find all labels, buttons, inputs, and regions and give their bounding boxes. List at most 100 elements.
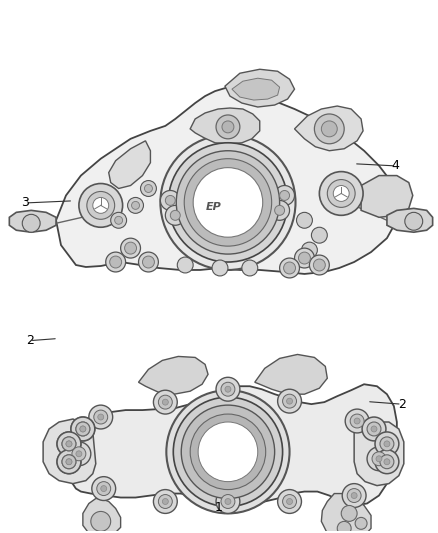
- Circle shape: [275, 205, 285, 215]
- Circle shape: [333, 185, 349, 201]
- Circle shape: [380, 455, 394, 469]
- Polygon shape: [387, 208, 433, 232]
- Circle shape: [278, 389, 301, 413]
- Text: 2: 2: [26, 334, 34, 347]
- Circle shape: [355, 518, 367, 529]
- Text: EP: EP: [206, 203, 222, 212]
- Polygon shape: [294, 106, 363, 151]
- Circle shape: [79, 183, 123, 227]
- Polygon shape: [361, 175, 413, 217]
- Circle shape: [115, 216, 123, 224]
- Circle shape: [225, 498, 231, 504]
- Circle shape: [66, 459, 72, 465]
- Circle shape: [216, 377, 240, 401]
- Circle shape: [321, 121, 337, 137]
- Circle shape: [184, 159, 272, 246]
- Circle shape: [367, 422, 381, 436]
- Circle shape: [221, 382, 235, 396]
- Text: 3: 3: [21, 197, 29, 209]
- Circle shape: [345, 409, 369, 433]
- Circle shape: [106, 252, 126, 272]
- Circle shape: [72, 447, 86, 461]
- Circle shape: [97, 482, 111, 496]
- Circle shape: [314, 259, 325, 271]
- Circle shape: [62, 437, 76, 451]
- Circle shape: [76, 422, 90, 436]
- Circle shape: [242, 260, 258, 276]
- Circle shape: [279, 258, 300, 278]
- Circle shape: [124, 242, 137, 254]
- Circle shape: [160, 135, 296, 270]
- Circle shape: [275, 185, 294, 205]
- Text: 2: 2: [398, 398, 406, 411]
- Circle shape: [71, 417, 95, 441]
- Circle shape: [270, 200, 290, 220]
- Circle shape: [159, 495, 172, 508]
- Circle shape: [286, 398, 293, 404]
- Circle shape: [162, 498, 168, 504]
- Circle shape: [384, 441, 390, 447]
- Text: 1: 1: [215, 501, 223, 514]
- Circle shape: [166, 390, 290, 513]
- Circle shape: [375, 450, 399, 474]
- Circle shape: [94, 410, 108, 424]
- Circle shape: [212, 260, 228, 276]
- Polygon shape: [354, 419, 404, 486]
- Circle shape: [170, 211, 180, 220]
- Circle shape: [311, 227, 327, 243]
- Circle shape: [181, 405, 275, 498]
- Circle shape: [314, 114, 344, 144]
- Circle shape: [298, 252, 311, 264]
- Circle shape: [62, 437, 76, 451]
- Circle shape: [127, 197, 144, 213]
- Circle shape: [66, 441, 72, 447]
- Circle shape: [89, 405, 113, 429]
- Circle shape: [297, 212, 312, 228]
- Polygon shape: [63, 384, 397, 505]
- Circle shape: [80, 426, 86, 432]
- Circle shape: [76, 451, 82, 457]
- Circle shape: [160, 190, 180, 211]
- Circle shape: [286, 498, 293, 504]
- Circle shape: [153, 390, 177, 414]
- Circle shape: [66, 441, 72, 447]
- Circle shape: [57, 432, 81, 456]
- Circle shape: [221, 495, 235, 508]
- Polygon shape: [225, 69, 294, 107]
- Circle shape: [92, 477, 116, 500]
- Circle shape: [319, 172, 363, 215]
- Circle shape: [87, 191, 115, 219]
- Circle shape: [76, 422, 90, 436]
- Circle shape: [362, 417, 386, 441]
- Circle shape: [342, 483, 366, 507]
- Circle shape: [111, 212, 127, 228]
- Circle shape: [62, 455, 76, 469]
- Circle shape: [216, 115, 240, 139]
- Circle shape: [371, 426, 377, 432]
- Circle shape: [101, 486, 107, 491]
- Circle shape: [278, 490, 301, 513]
- Circle shape: [216, 490, 240, 513]
- Circle shape: [67, 442, 91, 466]
- Circle shape: [193, 168, 263, 237]
- Circle shape: [372, 452, 386, 466]
- Circle shape: [80, 426, 86, 432]
- Polygon shape: [190, 108, 260, 144]
- Circle shape: [66, 459, 72, 465]
- Circle shape: [279, 190, 290, 200]
- Polygon shape: [138, 357, 208, 394]
- Circle shape: [138, 252, 159, 272]
- Circle shape: [173, 397, 283, 506]
- Circle shape: [190, 414, 266, 490]
- Circle shape: [110, 256, 122, 268]
- Circle shape: [57, 432, 81, 456]
- Circle shape: [341, 505, 357, 521]
- Circle shape: [309, 255, 329, 275]
- Circle shape: [159, 395, 172, 409]
- Circle shape: [294, 248, 314, 268]
- Circle shape: [93, 197, 109, 213]
- Polygon shape: [43, 419, 96, 483]
- Circle shape: [367, 447, 391, 471]
- Circle shape: [153, 490, 177, 513]
- Polygon shape: [321, 494, 371, 533]
